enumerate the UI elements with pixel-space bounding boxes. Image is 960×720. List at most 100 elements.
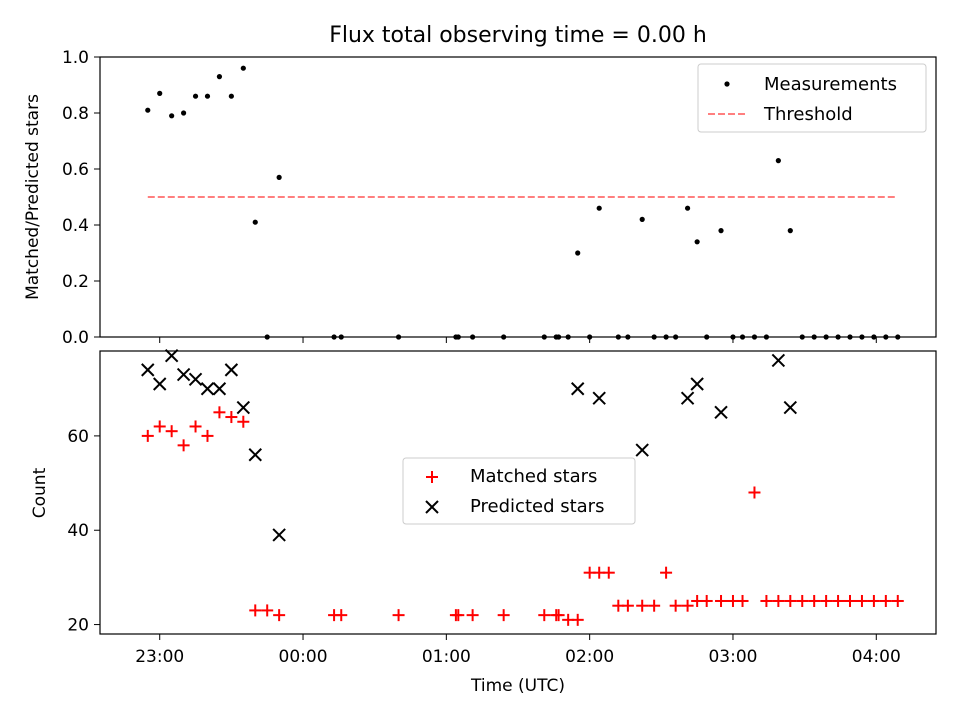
measurement-point [276, 174, 282, 180]
bottom-x-tick-label: 00:00 [279, 647, 328, 667]
predicted-star-point [153, 377, 167, 391]
bottom-y-axis-ticks: 20 40 60 [67, 427, 100, 636]
predicted-star-point [635, 443, 649, 457]
top-y-tick-label: 0.8 [62, 104, 89, 124]
predicted-star-point [176, 367, 191, 382]
top-plot-marks [145, 65, 901, 340]
matched-star-point [602, 566, 615, 579]
measurement-point [596, 205, 602, 211]
measurement-point [169, 113, 175, 119]
measurement-point [181, 110, 187, 116]
predicted-star-point [188, 372, 203, 387]
matched-star-point [648, 599, 661, 612]
measurement-point [252, 219, 258, 225]
bottom-y-tick-label: 40 [67, 521, 89, 541]
matched-star-point [636, 599, 649, 612]
matched-star-point [213, 406, 226, 419]
top-plot-frame [99, 56, 937, 338]
top-y-tick-label: 0.6 [62, 160, 89, 180]
predicted-star-point [164, 349, 179, 363]
legend-measurements-label: Measurements [764, 74, 897, 95]
matched-star-point [832, 594, 845, 607]
legend-threshold-label: Threshold [763, 104, 853, 125]
matched-star-point [879, 594, 892, 607]
bottom-plot-frame [99, 350, 937, 635]
top-x-axis-ticks [159, 337, 877, 343]
predicted-star-point [236, 400, 251, 415]
predicted-star-point [771, 353, 786, 368]
matched-star-point [700, 594, 713, 607]
bottom-y-tick-label: 20 [67, 616, 89, 636]
matched-star-point [808, 594, 821, 607]
bottom-x-tick-label: 23:00 [135, 647, 184, 667]
matched-star-point [772, 594, 785, 607]
measurement-point [775, 158, 781, 164]
bottom-x-tick-label: 01:00 [422, 647, 471, 667]
matched-star-point [748, 486, 761, 499]
top-y-tick-label: 1.0 [62, 48, 89, 68]
predicted-star-point [690, 377, 704, 391]
matched-star-point [891, 594, 904, 607]
bottom-plot-panel: 20 40 60 23:00 00:00 01:00 02:00 03:00 04:00 Co… [30, 349, 937, 696]
top-legend-box [697, 63, 927, 133]
measurement-point [145, 107, 151, 113]
predicted-star-point [212, 382, 227, 396]
matched-star-point [225, 411, 238, 424]
matched-star-point [796, 594, 809, 607]
chart-title: Flux total observing time = 0.00 h [329, 23, 707, 48]
top-y-tick-label: 0.4 [62, 216, 89, 236]
matched-star-point [784, 594, 797, 607]
top-legend: Measurements Threshold [697, 63, 927, 133]
matched-star-point [855, 594, 868, 607]
bottom-x-tick-label: 03:00 [708, 647, 757, 667]
matched-star-point [189, 420, 202, 433]
legend-matched-marker [426, 471, 438, 483]
matched-star-point [392, 609, 405, 622]
top-plot-panel: 0.0 0.2 0.4 0.6 0.8 1.0 Matched/Predicted sta… [23, 48, 937, 348]
measurement-point [718, 228, 724, 234]
matched-star-point [621, 599, 634, 612]
matched-star-point [165, 425, 178, 438]
matched-star-point [261, 604, 274, 617]
measurement-point [639, 216, 645, 222]
matched-star-point [669, 599, 682, 612]
matched-star-point [237, 415, 250, 428]
measurement-point [192, 93, 199, 99]
legend-matched-label: Matched stars [470, 466, 597, 487]
matched-star-point [177, 439, 190, 452]
measurement-point [216, 74, 223, 80]
measurement-point [694, 239, 700, 245]
measurement-point [228, 93, 234, 99]
matched-star-point [715, 594, 728, 607]
measurement-point [684, 205, 691, 211]
matched-star-point [760, 594, 773, 607]
measurement-point [575, 250, 581, 256]
matched-star-point [571, 613, 584, 626]
matched-star-point [736, 594, 749, 607]
matched-star-point [538, 609, 551, 622]
measurement-point [157, 90, 163, 96]
matched-star-point [335, 609, 348, 622]
bottom-x-tick-label: 04:00 [852, 647, 901, 667]
predicted-star-point [200, 382, 215, 396]
top-y-tick-label: 0.2 [62, 272, 89, 292]
measurement-point [204, 93, 211, 99]
measurement-point [787, 228, 793, 234]
top-y-tick-label: 0.0 [62, 328, 89, 348]
predicted-star-point [783, 400, 798, 415]
predicted-star-point [714, 405, 728, 420]
matched-star-point [867, 594, 880, 607]
bottom-x-tick-label: 02:00 [565, 647, 614, 667]
matched-star-point [153, 420, 166, 433]
legend-predicted-marker [425, 500, 439, 514]
matched-star-point [660, 566, 673, 579]
matched-star-point [141, 429, 154, 442]
bottom-legend: Matched stars Predicted stars [402, 457, 636, 525]
predicted-star-point [571, 382, 585, 396]
matched-star-point [452, 609, 465, 622]
matched-star-point [497, 609, 510, 622]
predicted-star-point [592, 391, 606, 405]
matched-star-point [820, 594, 833, 607]
predicted-star-point [272, 528, 286, 542]
bottom-x-axis-ticks: 23:00 00:00 01:00 02:00 03:00 04:00 [135, 634, 901, 667]
